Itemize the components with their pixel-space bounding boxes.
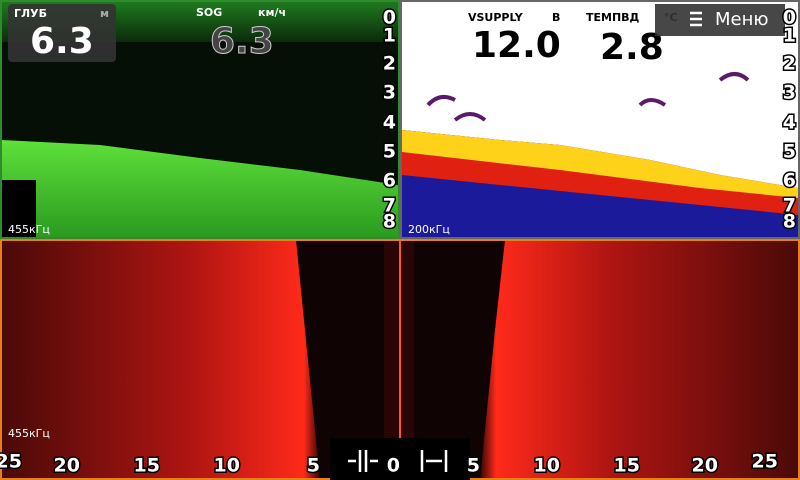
vsupply-label: VSUPPLY: [468, 11, 524, 24]
sog-value: 6.3: [210, 21, 274, 62]
range-scale-label: 20: [692, 455, 718, 477]
depth-label: ГЛУБ: [14, 7, 47, 20]
depth-scale-label: 6: [783, 170, 796, 192]
range-scale-label: 25: [0, 451, 22, 473]
zoom-out-button[interactable]: [420, 450, 448, 472]
range-scale-label: 5: [307, 455, 320, 477]
sog-label: SOG: [196, 6, 222, 19]
vsupply-value: 12.0: [472, 25, 561, 66]
depth-scale-label: 7: [783, 195, 796, 217]
range-scale-label: 10: [214, 455, 240, 477]
depth-scale-label: 2: [783, 53, 796, 75]
zoom-in-button[interactable]: [348, 450, 378, 472]
depth-scale-label: 4: [383, 112, 396, 134]
depth-scale-label: 3: [783, 82, 796, 104]
range-scale-label: 10: [534, 455, 560, 477]
depth-unit: м: [100, 7, 109, 20]
depth-scale-label: 7: [383, 195, 396, 217]
depth-scale-label: 6: [383, 170, 396, 192]
left-panel: ГЛУБ м 6.3 SOG км/ч 6.3 455кГц: [0, 0, 400, 240]
depth-scale-label: 3: [383, 82, 396, 104]
range-scale-label: 20: [54, 455, 80, 477]
depth-scale-label: 4: [783, 112, 796, 134]
menu-label[interactable]: Меню: [715, 9, 769, 30]
right-panel: VSUPPLY В 12.0 ТЕМПВД °C 2.8 Меню 200кГц: [400, 0, 800, 240]
depth-scale-label: 0: [383, 7, 396, 29]
depth-scale-label: 5: [783, 141, 796, 163]
frequency: 455кГц: [8, 223, 50, 236]
frequency: 455кГц: [8, 427, 50, 440]
menu-button[interactable]: Меню: [655, 4, 785, 36]
sog-unit: км/ч: [258, 6, 286, 19]
depth-scale-label: 2: [383, 53, 396, 75]
depth-scale-label: 1: [783, 25, 796, 47]
temp-label: ТЕМПВД: [586, 11, 640, 24]
frequency: 200кГц: [408, 223, 450, 236]
depth-scale-label: 5: [383, 141, 396, 163]
vsupply-unit: В: [552, 11, 560, 24]
depth-scale-label: 0: [783, 7, 796, 29]
depth-scale-label: 8: [383, 211, 396, 233]
range-scale-label: 0: [387, 455, 400, 477]
depth-scale-label: 1: [383, 25, 396, 47]
bottom-panel: 455кГц: [0, 239, 800, 480]
depth-scale-label: 8: [783, 211, 796, 233]
range-scale-label: 15: [134, 455, 160, 477]
range-scale-label: 5: [467, 455, 480, 477]
range-scale-label: 15: [614, 455, 640, 477]
range-scale-label: 25: [752, 451, 778, 473]
depth-value: 6.3: [30, 21, 94, 62]
temp-value: 2.8: [600, 27, 664, 68]
